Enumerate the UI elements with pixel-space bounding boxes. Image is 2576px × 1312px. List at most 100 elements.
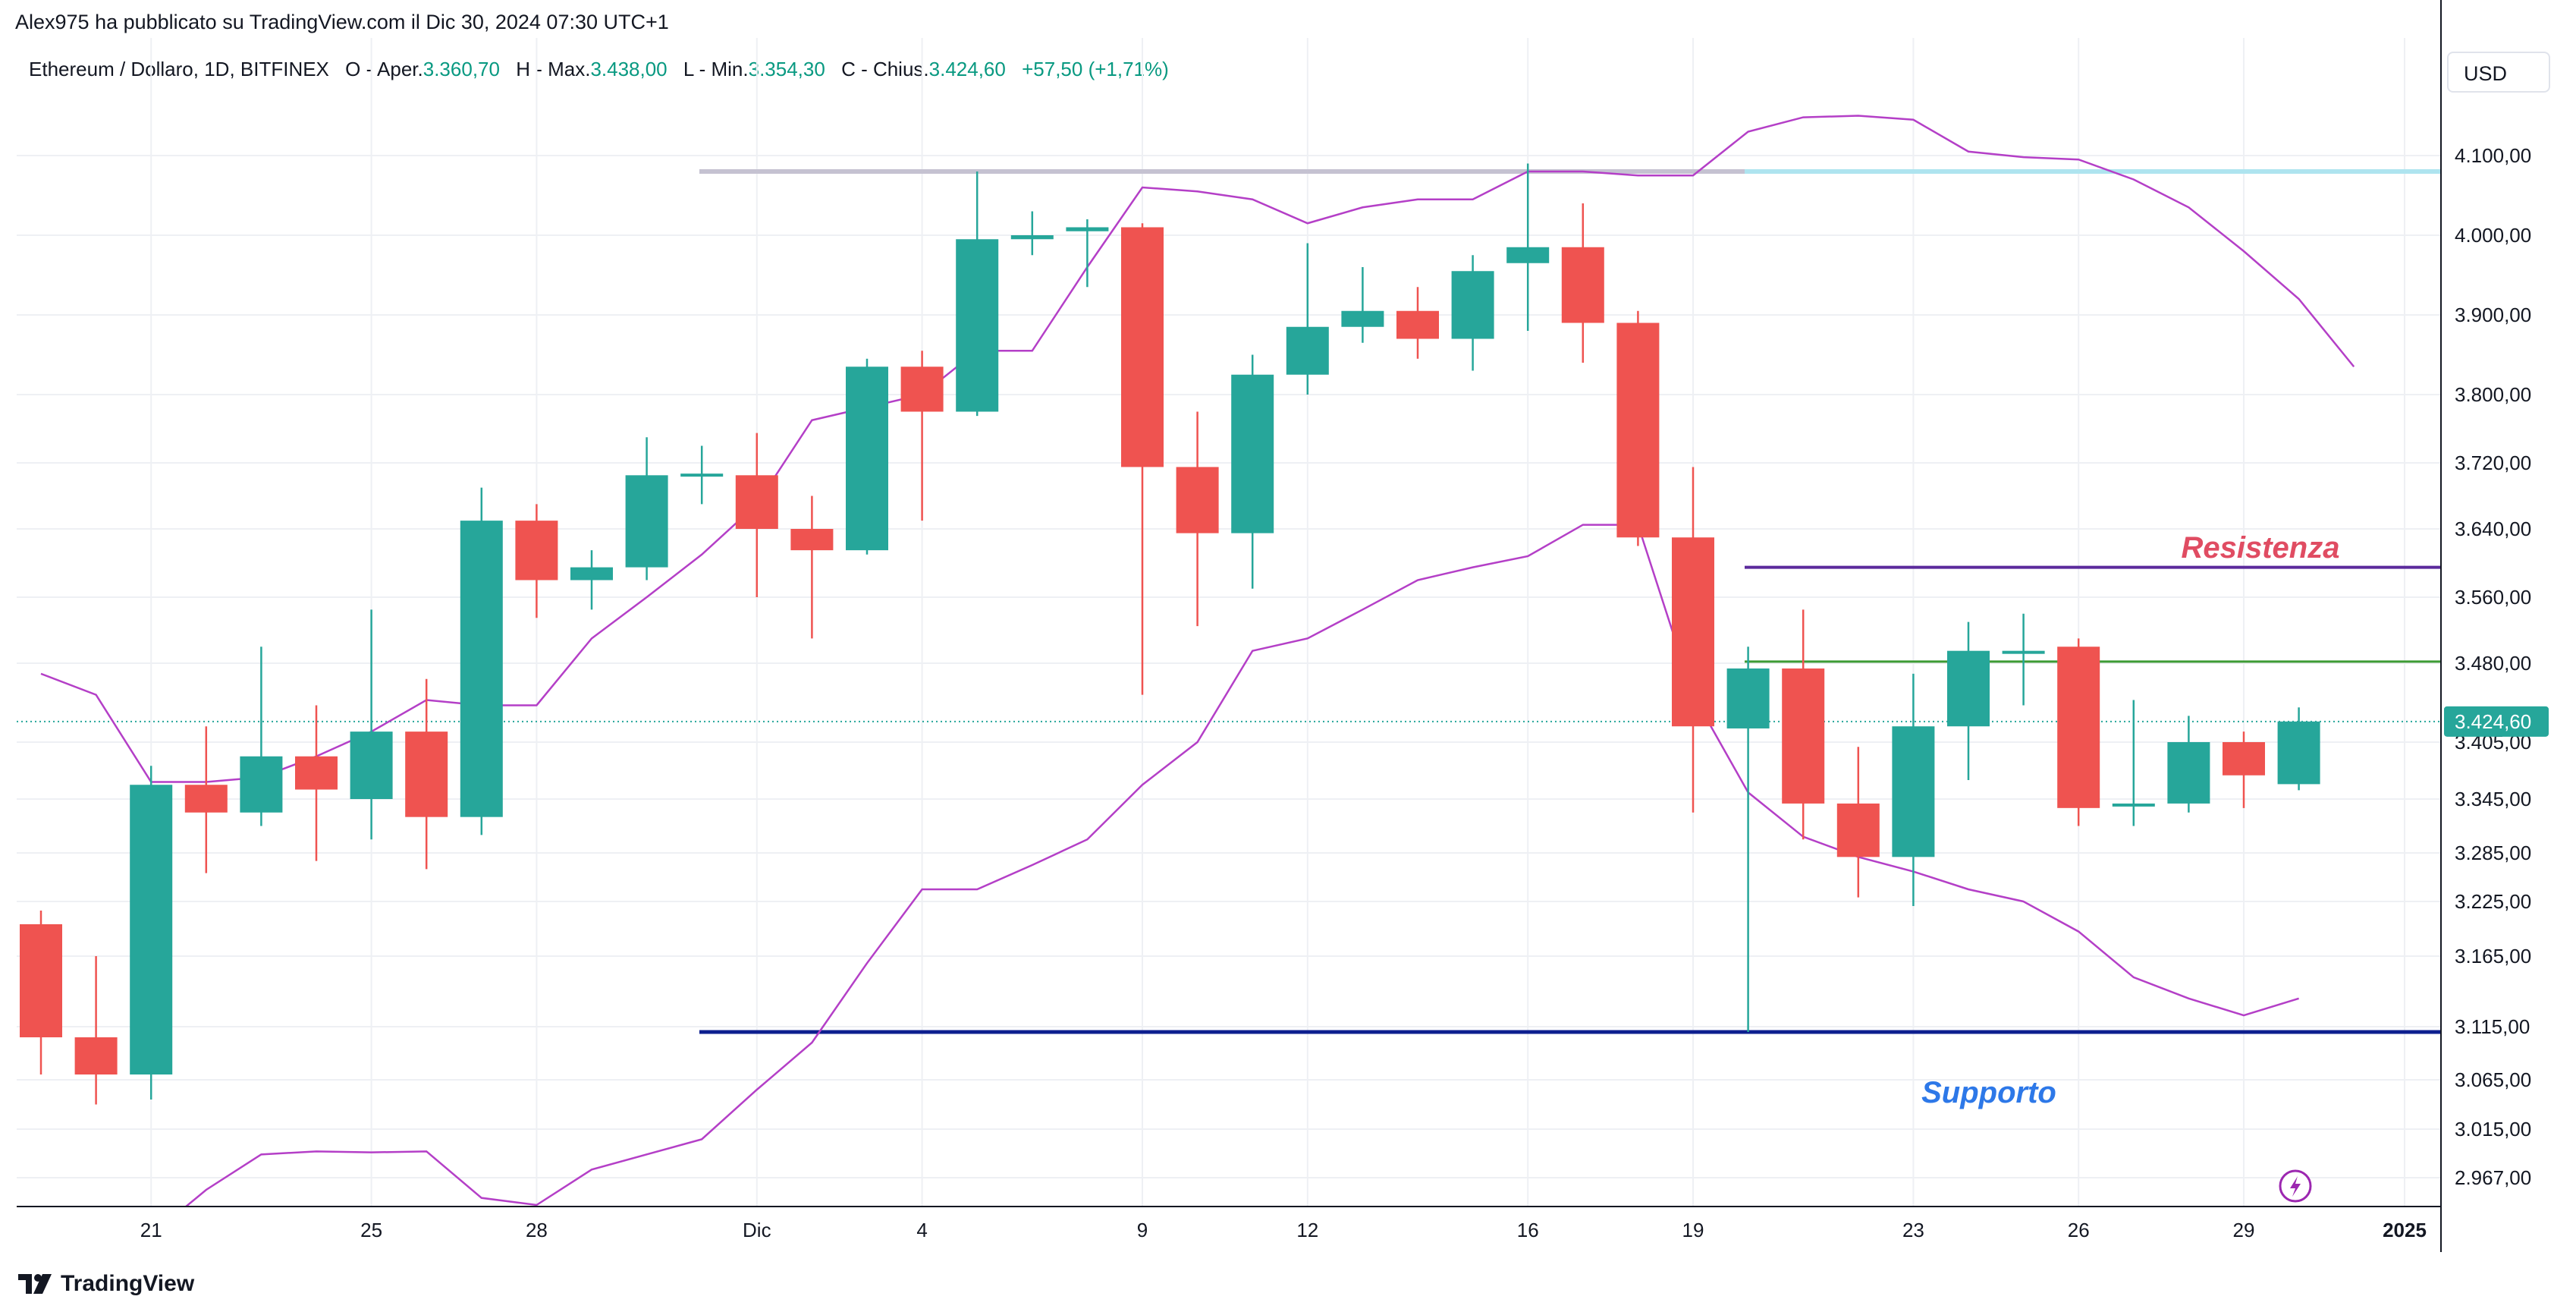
support-annotation: Supporto — [1921, 1076, 2056, 1109]
candle — [1561, 203, 1604, 363]
tradingview-logo-icon — [18, 1274, 52, 1294]
x-tick-label: Dic — [743, 1219, 771, 1241]
candle-body — [2002, 650, 2045, 654]
candle — [2167, 716, 2210, 813]
x-tick-label: 12 — [1296, 1219, 1318, 1241]
candle — [1506, 163, 1550, 331]
horizontal-lines — [17, 169, 2441, 1034]
candle-body — [20, 924, 62, 1037]
y-tick-label: 3.345,00 — [2455, 788, 2531, 810]
candle-body — [1947, 650, 1990, 727]
candle — [680, 445, 724, 505]
symbol-legend: Ethereum / Dollaro, 1D, BITFINEX O - Ape… — [29, 58, 1169, 81]
candle — [1010, 211, 1054, 256]
currency-selector[interactable]: USD — [2447, 52, 2550, 93]
candle — [790, 496, 834, 639]
candle-body — [1341, 310, 1384, 327]
candle-body — [1176, 467, 1219, 533]
candle — [2277, 707, 2320, 791]
alert-button[interactable] — [2279, 1169, 2312, 1203]
x-tick-label: 4 — [916, 1219, 927, 1241]
candle-body — [515, 521, 558, 580]
candle — [900, 351, 944, 521]
candle — [240, 647, 283, 826]
last-price-badge: 3.424,60 — [2444, 706, 2549, 737]
candle-body — [1726, 668, 1770, 728]
candle — [570, 550, 613, 610]
candle-body — [1010, 235, 1054, 240]
y-tick-label: 3.900,00 — [2455, 304, 2531, 326]
x-tick-label: 26 — [2068, 1219, 2090, 1241]
candle — [515, 504, 558, 618]
candle-body — [1451, 271, 1494, 339]
y-tick-label: 3.165,00 — [2455, 945, 2531, 967]
candle-body — [295, 756, 338, 790]
open-value: 3.360,70 — [423, 58, 500, 80]
x-tick-label: 23 — [1902, 1219, 1924, 1241]
candle — [405, 678, 448, 870]
candle — [350, 609, 393, 840]
candle — [1451, 255, 1494, 371]
candle — [1231, 354, 1274, 589]
open-label: O - Aper. — [345, 58, 423, 80]
resistance-annotation: Resistenza — [2182, 531, 2340, 565]
candle-body — [2057, 647, 2100, 808]
close-value: 3.424,60 — [928, 58, 1006, 80]
high-value: 3.438,00 — [590, 58, 668, 80]
candle-body — [1836, 803, 1880, 857]
x-tick-label: 25 — [360, 1219, 382, 1241]
candle — [184, 726, 228, 873]
candle-body — [130, 785, 173, 1074]
candle-body — [680, 474, 724, 477]
candle — [2057, 638, 2100, 826]
candle-body — [570, 567, 613, 580]
y-tick-label: 3.720,00 — [2455, 451, 2531, 474]
last-price-badge-bg — [2444, 706, 2549, 737]
candle-body — [735, 475, 778, 529]
candles — [20, 163, 2320, 1105]
publisher-line: Alex975 ha pubblicato su TradingView.com… — [15, 11, 669, 33]
candle — [295, 705, 338, 861]
axes: 4.100,00 4.000,00 3.900,00 3.800,00 3.720,00… — [17, 0, 2549, 1252]
x-tick-label: 29 — [2233, 1219, 2255, 1241]
candle — [20, 911, 62, 1074]
y-tick-label: 3.115,00 — [2455, 1015, 2530, 1038]
candle-body — [790, 529, 834, 551]
candle — [74, 956, 118, 1105]
candle-body — [1396, 310, 1439, 339]
y-tick-label: 3.640,00 — [2455, 518, 2531, 540]
candle — [1836, 747, 1880, 898]
change-value: +57,50 (+1,71%) — [1022, 58, 1169, 80]
candle — [1396, 287, 1439, 359]
candle-body — [1066, 227, 1109, 231]
candle — [1892, 673, 1935, 906]
candle — [1947, 621, 1990, 780]
candle — [1286, 243, 1329, 395]
y-tick-label: 4.000,00 — [2455, 224, 2531, 247]
candle-body — [2167, 742, 2210, 804]
candle-body — [184, 785, 228, 813]
candle — [846, 358, 888, 555]
candle-body — [350, 732, 393, 799]
candle — [735, 433, 778, 597]
x-tick-label: 28 — [526, 1219, 548, 1241]
y-tick-label: 2.967,00 — [2455, 1166, 2531, 1189]
candle — [625, 437, 668, 580]
brand[interactable]: TradingView — [17, 1269, 194, 1299]
last-price-label: 3.424,60 — [2455, 710, 2531, 733]
y-tick-label: 4.100,00 — [2455, 144, 2531, 167]
lightning-icon[interactable] — [2290, 1176, 2301, 1197]
candle — [1066, 219, 1109, 288]
symbol-name[interactable]: Ethereum / Dollaro, 1D, BITFINEX — [29, 58, 329, 80]
candle — [1176, 411, 1219, 627]
x-tick-label: 2025 — [2383, 1219, 2427, 1241]
candle — [2112, 700, 2155, 826]
candle-body — [1616, 322, 1660, 538]
candle-body — [1892, 726, 1935, 857]
candle-body — [846, 367, 888, 551]
lower-band-line — [184, 524, 2299, 1207]
y-tick-label: 3.065,00 — [2455, 1068, 2531, 1091]
grid — [17, 38, 2441, 1207]
candle-body — [956, 239, 999, 412]
